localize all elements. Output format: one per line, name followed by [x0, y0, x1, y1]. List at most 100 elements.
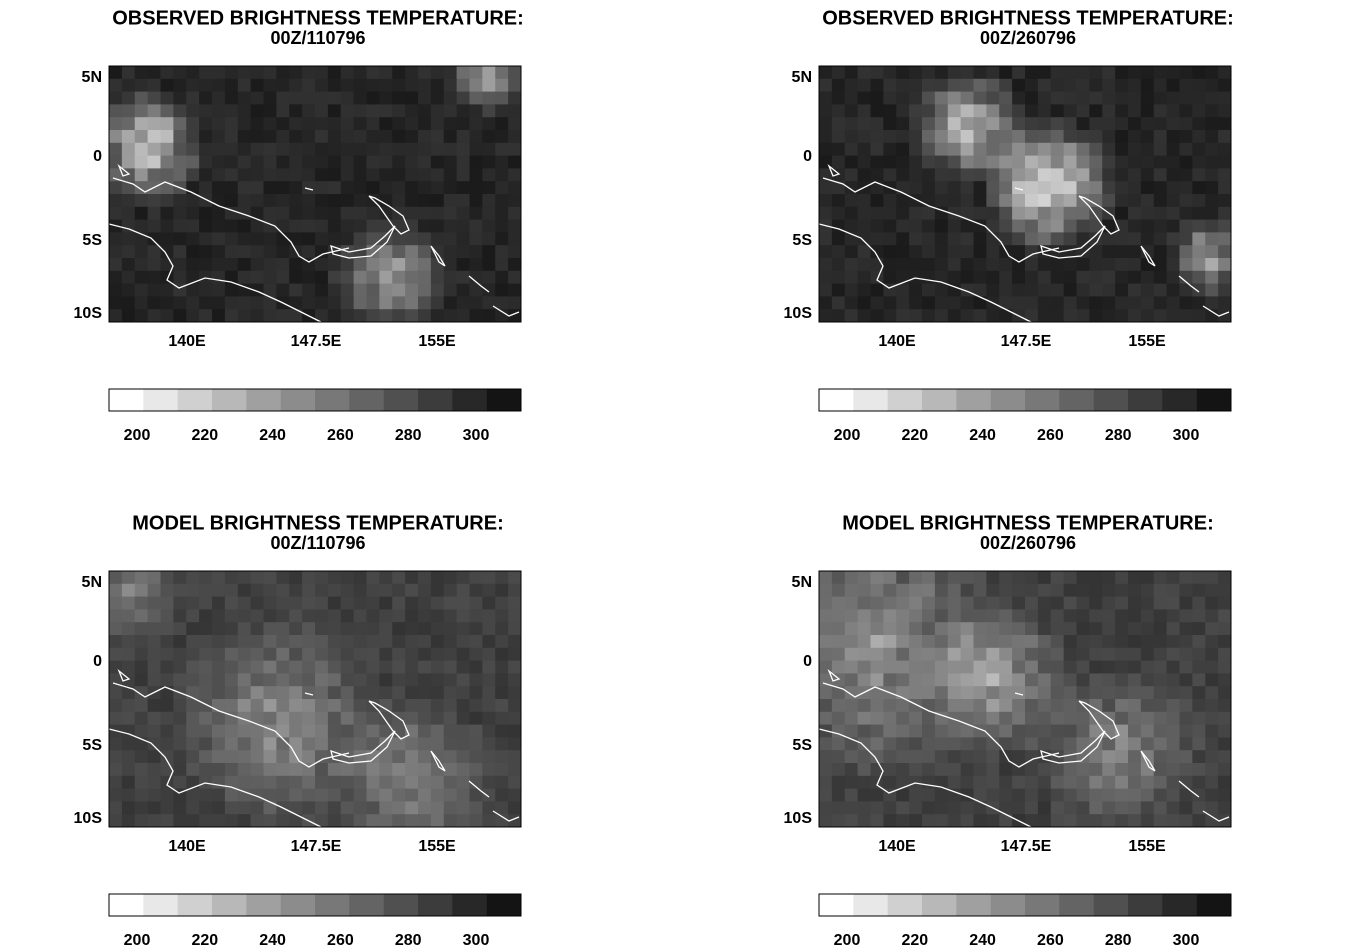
field-cell: [238, 814, 251, 827]
field-cell: [883, 130, 896, 143]
field-cell: [986, 648, 999, 661]
field-cell: [186, 673, 199, 686]
field-cell: [1102, 117, 1115, 130]
field-cell: [482, 156, 495, 169]
field-cell: [457, 789, 470, 802]
field-cell: [367, 609, 380, 622]
field-cell: [122, 130, 135, 143]
field-cell: [392, 571, 405, 584]
field-cell: [1077, 156, 1090, 169]
field-cell: [935, 130, 948, 143]
field-cell: [1038, 92, 1051, 105]
field-cell: [1012, 117, 1025, 130]
field-cell: [1218, 789, 1231, 802]
field-cell: [909, 156, 922, 169]
field-cell: [999, 66, 1012, 79]
field-cell: [431, 661, 444, 674]
field-cell: [315, 79, 328, 92]
field-cell: [909, 296, 922, 309]
field-cell: [148, 194, 161, 207]
field-cell: [922, 79, 935, 92]
field-cell: [341, 609, 354, 622]
field-cell: [495, 789, 508, 802]
field-cell: [1051, 661, 1064, 674]
field-cell: [276, 571, 289, 584]
field-cell: [858, 622, 871, 635]
field-cell: [367, 296, 380, 309]
field-cell: [405, 284, 418, 297]
field-cell: [1038, 143, 1051, 156]
field-cell: [470, 194, 483, 207]
field-cell: [909, 814, 922, 827]
field-cell: [392, 168, 405, 181]
field-cell: [354, 143, 367, 156]
field-cell: [999, 776, 1012, 789]
field-cell: [1205, 207, 1218, 220]
field-cell: [495, 117, 508, 130]
field-cell: [122, 712, 135, 725]
field-cell: [238, 245, 251, 258]
field-cell: [495, 699, 508, 712]
field-cell: [871, 789, 884, 802]
field-cell: [264, 156, 277, 169]
field-cell: [289, 271, 302, 284]
field-cell: [1025, 571, 1038, 584]
field-cell: [883, 814, 896, 827]
field-cell: [1038, 156, 1051, 169]
field-cell: [922, 92, 935, 105]
field-cell: [276, 130, 289, 143]
field-cell: [1025, 220, 1038, 233]
field-cell: [999, 143, 1012, 156]
x-tick-label: 155E: [418, 333, 456, 350]
field-cell: [883, 725, 896, 738]
field-cell: [1141, 789, 1154, 802]
field-cell: [832, 609, 845, 622]
field-cell: [405, 776, 418, 789]
field-cell: [199, 156, 212, 169]
field-cell: [264, 92, 277, 105]
field-cell: [186, 104, 199, 117]
field-cell: [328, 584, 341, 597]
field-cell: [1051, 622, 1064, 635]
field-cell: [122, 245, 135, 258]
field-cell: [367, 207, 380, 220]
field-cell: [1205, 245, 1218, 258]
field-cell: [1141, 104, 1154, 117]
field-cell: [909, 245, 922, 258]
field-cell: [315, 635, 328, 648]
field-cell: [302, 181, 315, 194]
field-cell: [379, 789, 392, 802]
field-cell: [135, 117, 148, 130]
field-cell: [315, 296, 328, 309]
field-cell: [948, 79, 961, 92]
field-cell: [1064, 156, 1077, 169]
field-cell: [225, 635, 238, 648]
field-cell: [1167, 686, 1180, 699]
field-cell: [302, 207, 315, 220]
field-cell: [1102, 686, 1115, 699]
field-cell: [289, 661, 302, 674]
field-cell: [328, 220, 341, 233]
field-cell: [315, 609, 328, 622]
field-cell: [379, 271, 392, 284]
field-cell: [367, 79, 380, 92]
field-cell: [999, 584, 1012, 597]
field-cell: [238, 92, 251, 105]
field-cell: [819, 130, 832, 143]
field-cell: [1115, 597, 1128, 610]
field-cell: [1180, 801, 1193, 814]
field-cell: [186, 258, 199, 271]
field-cell: [367, 156, 380, 169]
field-cell: [109, 712, 122, 725]
field-cell: [212, 143, 225, 156]
field-cell: [418, 130, 431, 143]
field-cell: [135, 750, 148, 763]
field-cell: [289, 673, 302, 686]
field-cell: [974, 801, 987, 814]
field-cell: [315, 143, 328, 156]
field-cell: [909, 725, 922, 738]
field-cell: [341, 597, 354, 610]
field-cell: [276, 712, 289, 725]
field-cell: [161, 789, 174, 802]
field-cell: [508, 194, 521, 207]
